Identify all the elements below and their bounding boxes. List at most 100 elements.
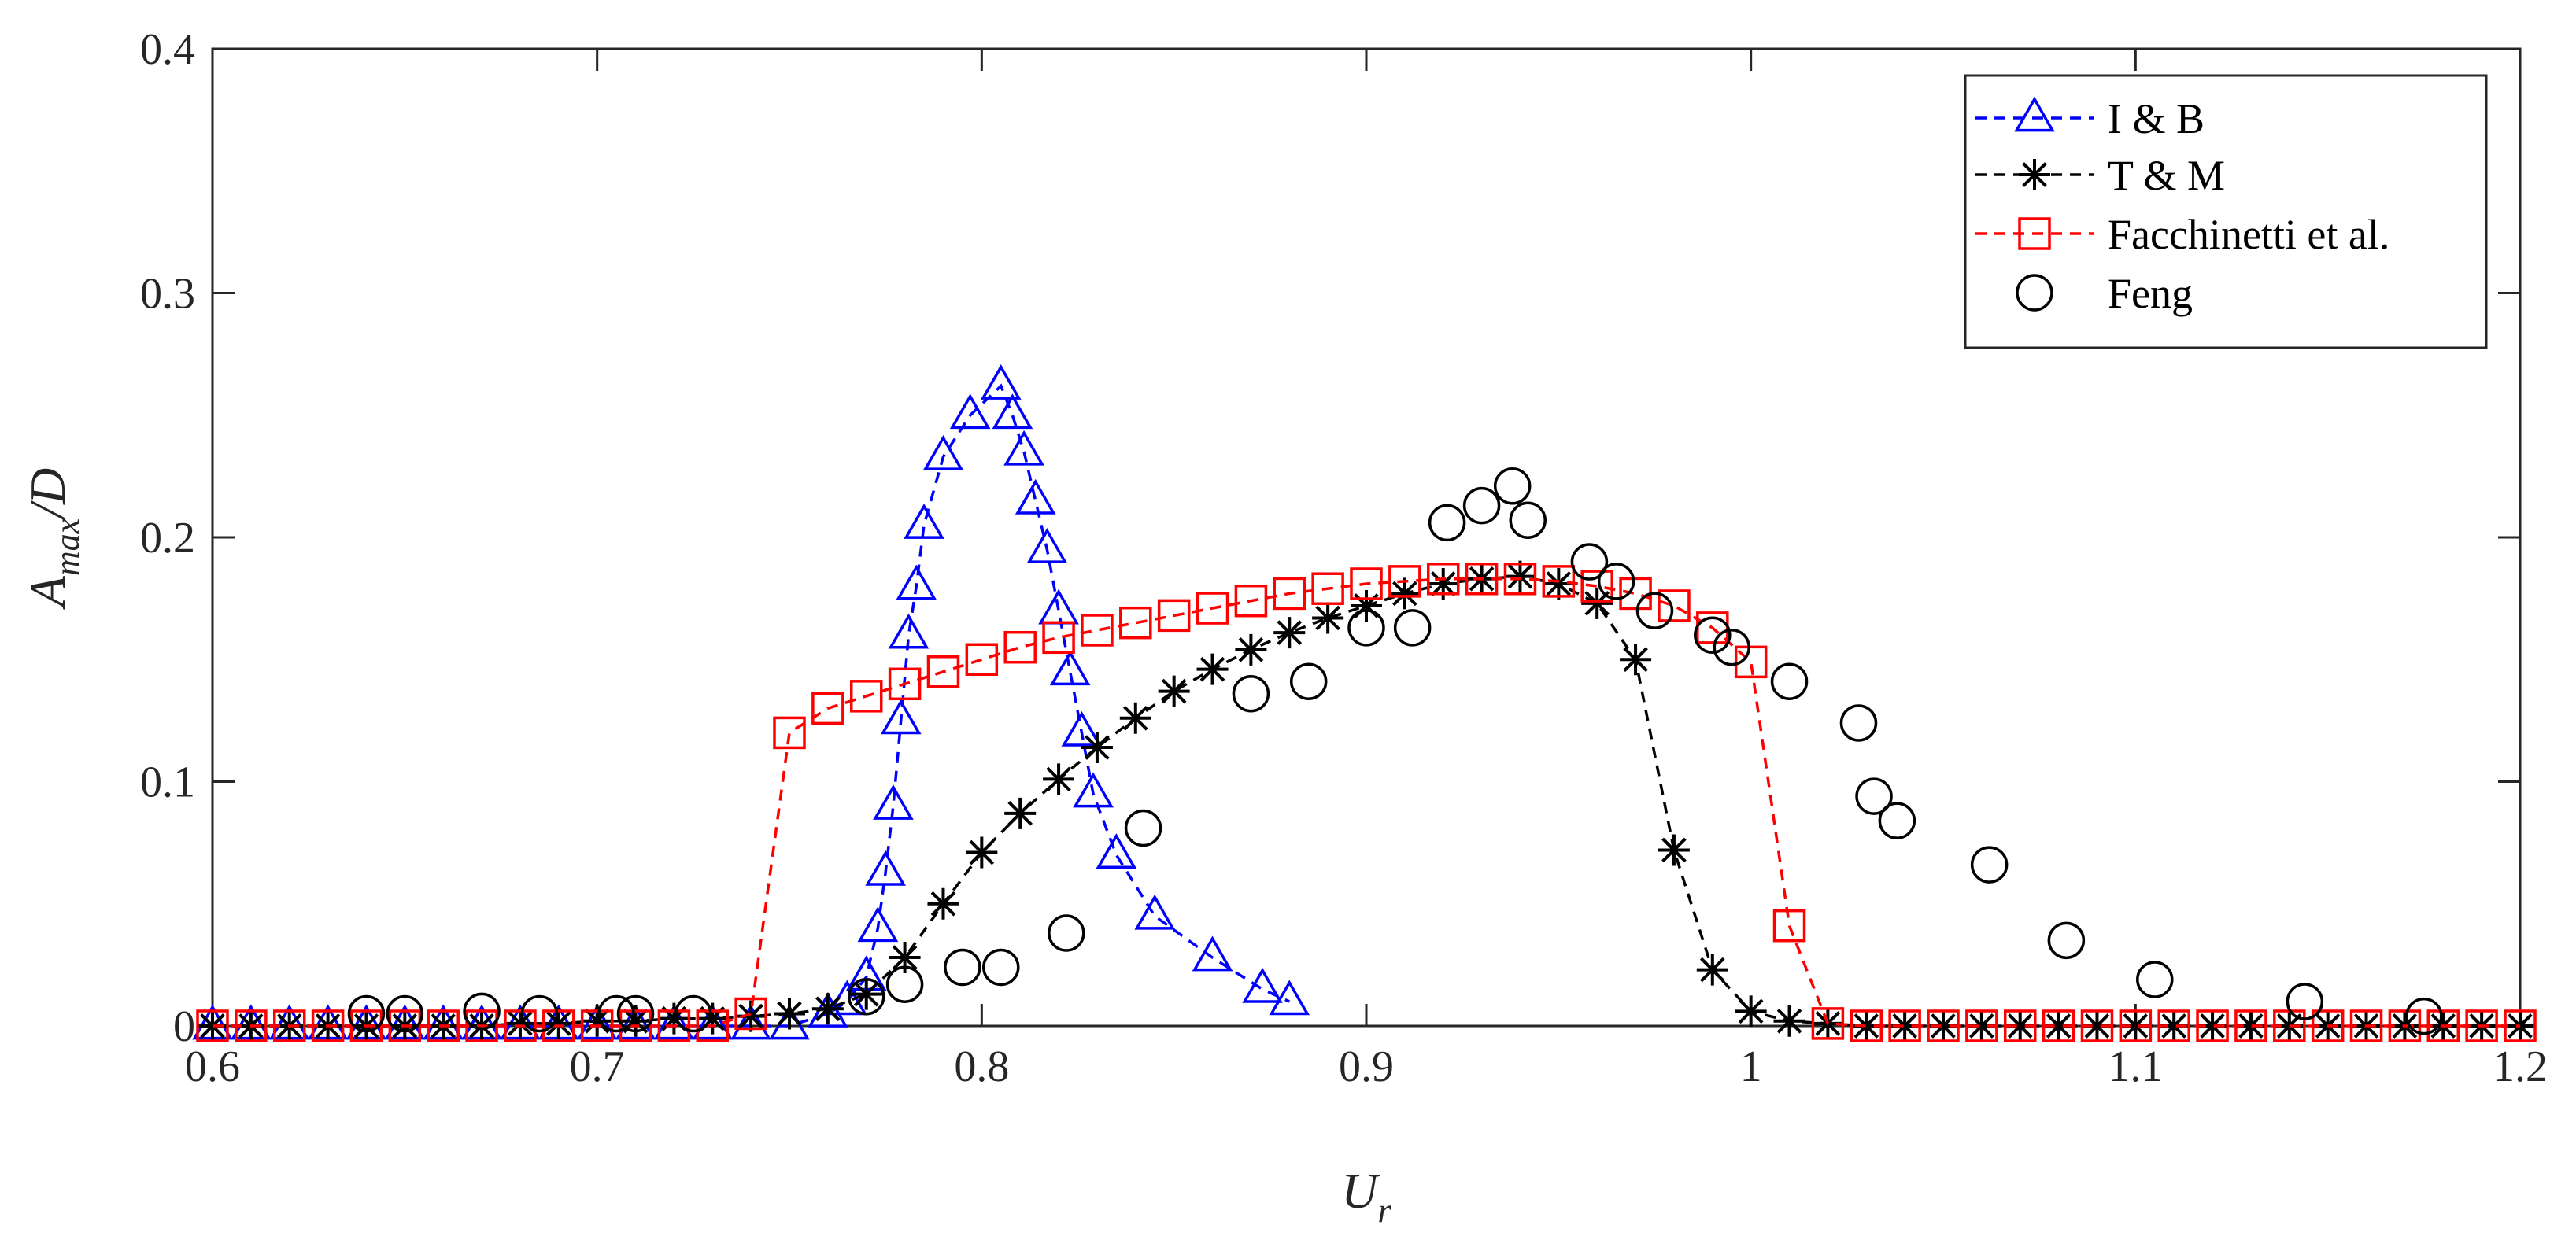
data-point — [2197, 1010, 2229, 1042]
data-point — [1927, 1009, 1960, 1042]
legend-entry-3: Facchinetti et al. — [1975, 211, 2389, 258]
data-point — [1119, 606, 1152, 640]
data-point — [2234, 1009, 2267, 1042]
data-point — [2504, 1009, 2537, 1042]
data-point — [966, 836, 998, 869]
data-point — [1889, 1010, 1921, 1042]
data-point — [1196, 653, 1229, 685]
data-point — [1312, 602, 1344, 634]
data-point — [885, 965, 924, 1003]
data-point — [1427, 567, 1459, 600]
y-tick-label: 0.1 — [140, 758, 195, 807]
x-axis-label-sub: r — [1378, 1191, 1392, 1230]
data-point — [1043, 763, 1075, 795]
data-point — [619, 1009, 652, 1042]
data-point — [1658, 589, 1691, 622]
data-point — [2157, 1009, 2190, 1042]
legend-entry-4: Feng — [2016, 270, 2193, 317]
data-point — [1388, 577, 1421, 610]
data-point — [2158, 1010, 2190, 1042]
data-point — [347, 994, 386, 1033]
data-point — [1734, 645, 1768, 679]
data-point — [1543, 567, 1575, 600]
data-point — [2196, 1009, 2229, 1042]
legend-marker — [2018, 217, 2051, 250]
data-point — [1073, 772, 1114, 808]
data-point — [1351, 589, 1382, 622]
data-point — [1003, 630, 1037, 664]
y-axis-label-sub: max — [48, 518, 87, 576]
data-point — [1042, 621, 1075, 655]
data-point — [1426, 563, 1460, 596]
data-point — [2465, 1009, 2498, 1042]
y-tick-label: 0.2 — [140, 514, 195, 563]
data-point — [619, 1005, 652, 1037]
data-point — [576, 1004, 618, 1040]
data-point — [2080, 1009, 2114, 1042]
data-point — [388, 1009, 422, 1042]
data-point — [2081, 1010, 2113, 1042]
series-layer — [192, 363, 2537, 1042]
data-point — [1620, 644, 1652, 676]
data-point — [926, 655, 960, 688]
data-point — [2119, 1009, 2153, 1042]
data-point — [857, 906, 899, 943]
data-point — [2047, 921, 2086, 960]
data-point — [865, 850, 906, 886]
data-point — [2004, 1010, 2036, 1042]
data-point — [2286, 983, 2324, 1020]
y-axis-label: Amax/D — [20, 468, 87, 610]
data-point — [904, 503, 944, 539]
data-point — [1157, 599, 1191, 633]
data-point — [1235, 633, 1267, 666]
legend-label: Feng — [2108, 270, 2193, 317]
data-point — [922, 435, 964, 470]
data-point — [2388, 1009, 2422, 1042]
legend-label: T & M — [2108, 152, 2225, 199]
y-tick-label: 0.4 — [140, 25, 195, 74]
data-point — [1888, 1009, 1921, 1042]
data-point — [1965, 1009, 1998, 1042]
data-point — [1134, 894, 1176, 930]
data-point — [1124, 809, 1162, 847]
data-point — [1081, 732, 1113, 764]
data-point — [542, 1007, 575, 1039]
data-point — [1811, 1007, 1845, 1040]
data-point — [773, 716, 806, 750]
data-point — [1273, 577, 1306, 611]
data-point — [1504, 560, 1536, 592]
y-axis-label-suffix: /D — [20, 468, 76, 521]
data-point — [1509, 501, 1547, 540]
data-point — [311, 1009, 345, 1042]
data-point — [1004, 797, 1037, 829]
data-point — [1196, 592, 1229, 625]
data-point — [616, 994, 655, 1033]
data-point — [980, 363, 1022, 400]
legend-label: I & B — [2108, 95, 2205, 142]
data-point — [1570, 543, 1609, 581]
data-point — [1503, 563, 1537, 596]
series-3 — [196, 563, 2537, 1042]
data-point — [196, 1009, 229, 1042]
data-point — [597, 994, 635, 1033]
x-tick-label: 0.9 — [1339, 1042, 1394, 1091]
x-tick-label: 1 — [1740, 1042, 1762, 1091]
data-point — [2042, 1009, 2075, 1042]
data-point — [504, 1007, 536, 1039]
x-axis-label: Ur — [1341, 1163, 1391, 1230]
x-tick-label: 1.1 — [2108, 1042, 2163, 1091]
data-point — [1003, 430, 1044, 466]
data-point — [386, 994, 424, 1033]
data-point — [734, 997, 767, 1031]
data-point — [2426, 1009, 2460, 1042]
data-point — [349, 1009, 383, 1042]
data-point — [888, 667, 922, 701]
data-point — [774, 998, 805, 1030]
data-point — [2120, 1010, 2152, 1042]
data-point — [2003, 1009, 2037, 1042]
data-point — [982, 948, 1020, 987]
data-point — [658, 1002, 690, 1035]
data-point — [1855, 777, 1893, 815]
data-point — [272, 1009, 306, 1042]
